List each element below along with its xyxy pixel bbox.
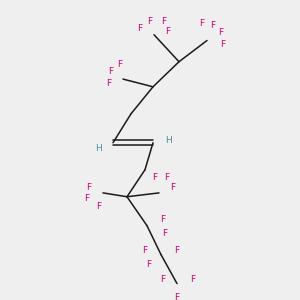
Text: F: F — [174, 246, 180, 255]
Text: F: F — [220, 40, 226, 49]
Text: F: F — [142, 246, 148, 255]
Text: H: H — [165, 136, 171, 145]
Text: F: F — [106, 80, 112, 88]
Text: F: F — [146, 260, 152, 269]
Text: F: F — [164, 173, 169, 182]
Text: F: F — [96, 202, 102, 211]
Text: F: F — [86, 183, 92, 192]
Text: F: F — [174, 292, 180, 300]
Text: F: F — [137, 24, 142, 33]
Text: F: F — [84, 194, 90, 203]
Text: H: H — [94, 144, 101, 153]
Text: F: F — [162, 229, 168, 238]
Text: F: F — [152, 173, 158, 182]
Text: F: F — [218, 28, 224, 37]
Text: F: F — [200, 19, 205, 28]
Text: F: F — [108, 67, 114, 76]
Text: F: F — [160, 275, 166, 284]
Text: F: F — [161, 17, 166, 26]
Text: F: F — [160, 215, 166, 224]
Text: F: F — [170, 183, 175, 192]
Text: F: F — [190, 275, 196, 284]
Text: F: F — [165, 27, 171, 36]
Text: F: F — [147, 17, 153, 26]
Text: F: F — [210, 21, 216, 30]
Text: F: F — [117, 60, 123, 69]
